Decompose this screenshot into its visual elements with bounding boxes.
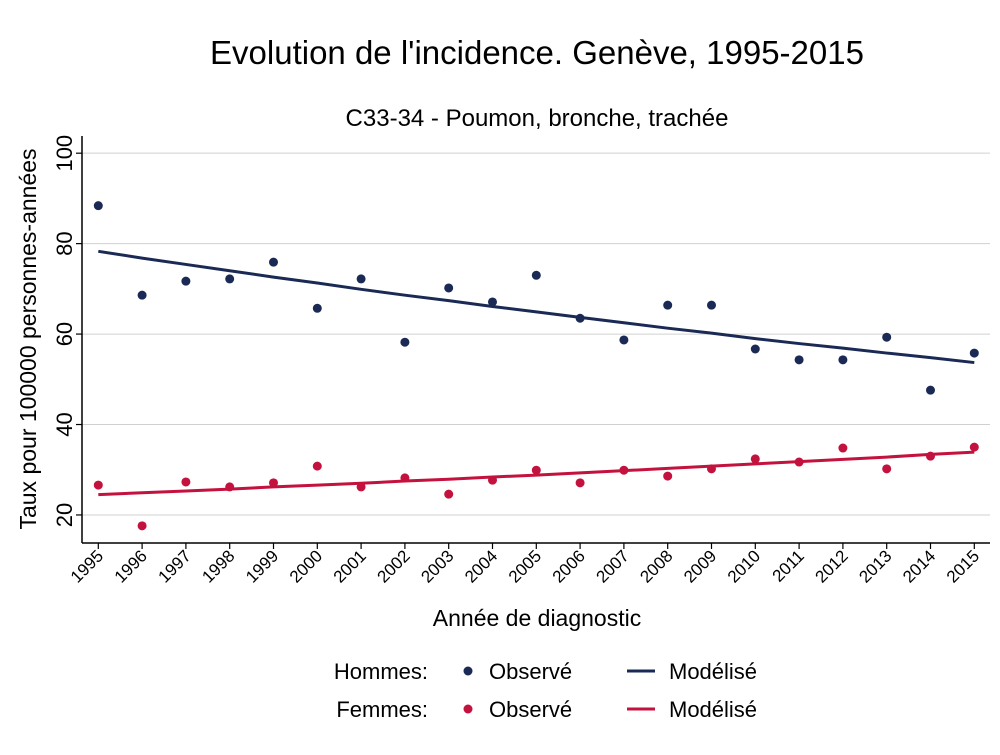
x-tick-label: 2006: [549, 546, 589, 586]
observed-point-femmes: [531, 465, 541, 475]
observed-point-femmes: [969, 442, 979, 452]
observed-point-femmes: [181, 477, 191, 487]
legend-marker-hommes-observe: [463, 666, 473, 676]
y-tick-label: 100: [52, 135, 77, 172]
axes: [76, 136, 990, 549]
observed-point-hommes: [137, 290, 147, 300]
x-tick-label: 2003: [417, 546, 457, 586]
model-line-femmes: [98, 450, 975, 497]
observed-point-hommes: [838, 355, 848, 365]
x-tick-label: 1997: [155, 546, 195, 586]
chart-title: Evolution de l'incidence. Genève, 1995-2…: [210, 34, 864, 71]
observed-point-hommes: [269, 257, 278, 267]
observed-point-hommes: [225, 274, 235, 284]
legend-marker-femmes-observe: [463, 704, 473, 714]
observed-point-hommes: [93, 201, 103, 211]
legend: Hommes: Observé Modélisé Femmes: Observé…: [334, 659, 757, 722]
gridlines: [82, 152, 990, 516]
y-tick-label: 60: [52, 322, 77, 346]
observed-point-hommes: [750, 344, 760, 354]
y-tick-label: 80: [52, 231, 77, 255]
observed-point-hommes: [619, 335, 629, 345]
legend-label-hommes-observe: Observé: [489, 659, 572, 684]
observed-point-hommes: [531, 270, 541, 280]
x-tick-label: 1998: [198, 546, 238, 586]
x-tick-labels: 1995 1996 1997 1998 1999 2000 2001 2002 2003 2004…: [67, 546, 983, 586]
x-tick-label: 2004: [461, 546, 501, 586]
observed-point-femmes: [882, 464, 892, 474]
x-tick-label: 2012: [812, 546, 852, 586]
observed-point-femmes: [838, 443, 848, 453]
x-tick-label: 2011: [769, 546, 808, 585]
chart-subtitle: C33-34 - Poumon, bronche, trachée: [346, 105, 729, 132]
x-tick-label: 2002: [374, 546, 414, 586]
observed-point-femmes: [137, 521, 147, 531]
x-tick-label: 2000: [286, 546, 326, 586]
x-tick-label: 2010: [724, 546, 764, 586]
observed-point-hommes: [794, 355, 804, 365]
y-tick-labels: 20 40 60 80 100: [52, 135, 77, 527]
observed-point-hommes: [181, 276, 191, 286]
x-tick-label: 2008: [636, 546, 676, 586]
observed-point-femmes: [575, 478, 585, 488]
y-axis-label: Taux pour 100000 personnes-années: [15, 148, 41, 529]
observed-point-femmes: [269, 478, 278, 488]
x-tick-label: 2013: [855, 546, 895, 586]
model-line-hommes: [98, 249, 975, 365]
x-tick-label: 2007: [593, 546, 633, 586]
x-tick-label: 2015: [943, 546, 983, 586]
observed-point-hommes: [882, 332, 892, 342]
x-tick-label: 1995: [67, 546, 107, 586]
x-tick-label: 1999: [242, 546, 282, 586]
observed-point-hommes: [663, 300, 673, 310]
x-tick-label: 2005: [505, 546, 545, 586]
plot-marks: [93, 201, 979, 531]
observed-point-hommes: [356, 274, 366, 284]
y-tick-label: 40: [52, 412, 77, 436]
legend-label-hommes-modelise: Modélisé: [669, 659, 757, 684]
observed-point-hommes: [926, 385, 935, 395]
observed-point-hommes: [312, 303, 322, 313]
legend-group-hommes: Hommes:: [334, 659, 428, 684]
observed-point-hommes: [444, 283, 454, 293]
x-tick-label: 2009: [680, 546, 720, 586]
y-tick-label: 20: [52, 503, 77, 527]
observed-point-hommes: [707, 300, 716, 310]
observed-point-femmes: [93, 480, 103, 490]
legend-label-femmes-modelise: Modélisé: [669, 697, 757, 722]
observed-point-femmes: [750, 454, 760, 464]
observed-point-hommes: [488, 297, 497, 307]
x-tick-label: 1996: [111, 546, 151, 586]
observed-point-femmes: [444, 489, 454, 499]
observed-point-femmes: [663, 471, 673, 481]
legend-group-femmes: Femmes:: [336, 697, 428, 722]
x-axis-label: Année de diagnostic: [433, 605, 641, 631]
x-tick-label: 2001: [330, 546, 370, 586]
observed-point-hommes: [400, 337, 410, 347]
x-tick-label: 2014: [899, 546, 939, 586]
observed-point-femmes: [312, 461, 322, 471]
observed-point-hommes: [969, 348, 979, 358]
legend-label-femmes-observe: Observé: [489, 697, 572, 722]
